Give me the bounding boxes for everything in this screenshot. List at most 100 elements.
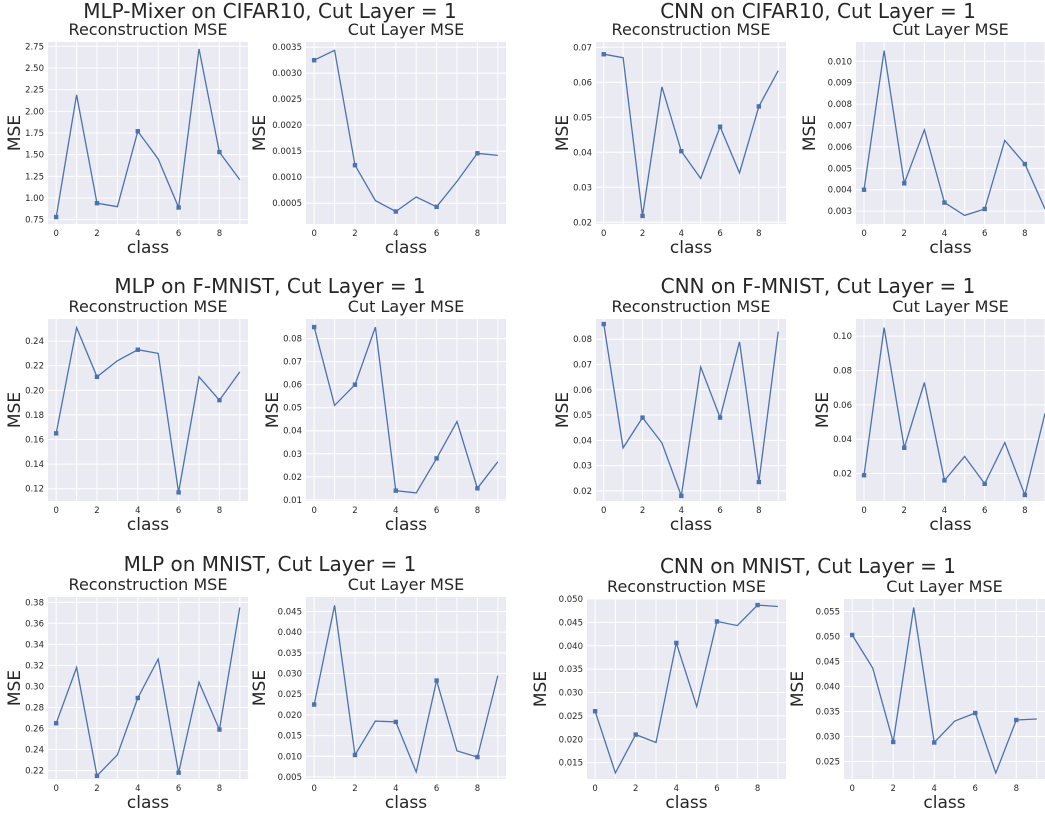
data-point-marker [902, 445, 907, 450]
y-tick-label: 0.18 [25, 411, 44, 421]
x-tick-label: 6 [714, 784, 719, 794]
y-tick-label: 0.007 [828, 122, 852, 132]
y-axis-label: MSE [800, 115, 820, 151]
chart-panel: 0.025 0.030 0.035 0.040 0.045 0.050 0.055 0 2 4 6 8… [788, 577, 1045, 813]
chart-panel: 0.015 0.020 0.025 0.030 0.035 0.040 0.045 0.050… [531, 577, 786, 813]
x-tick-label: 2 [352, 784, 357, 794]
x-tick-label: 2 [352, 229, 357, 239]
y-tick-label: 0.025 [278, 690, 302, 700]
y-tick-label: 0.03 [573, 462, 592, 472]
plot-background [306, 319, 506, 501]
data-point-marker [135, 695, 140, 701]
y-tick-label: 0.040 [559, 642, 583, 652]
group-title-cnn-fmnist: CNN on F-MNIST, Cut Layer = 1 [661, 274, 976, 298]
x-tick-label: 4 [679, 229, 684, 239]
data-point-marker [434, 678, 439, 683]
x-tick-label: 4 [135, 784, 140, 794]
y-tick-label: 0.38 [25, 598, 44, 608]
y-tick-label: 0.22 [25, 767, 44, 777]
chart-panel: 0.75 1.00 1.25 1.50 1.75 2.00 2.25 2.50 2.75 0 2 4 6… [5, 20, 248, 258]
x-tick-label: 8 [1014, 784, 1019, 794]
x-tick-label: 8 [756, 506, 761, 516]
x-tick-label: 0 [601, 229, 606, 239]
y-tick-label: 0.040 [816, 683, 840, 693]
y-tick-label: 1.25 [25, 172, 44, 182]
y-tick-label: 0.010 [828, 57, 852, 67]
data-point-marker [352, 752, 358, 758]
x-tick-label: 2 [902, 506, 907, 516]
y-tick-label: 2.25 [25, 86, 44, 96]
panel-title: Cut Layer MSE [348, 575, 464, 594]
panel-title: Cut Layer MSE [886, 577, 1002, 596]
plot-background [587, 599, 786, 779]
series-line [863, 50, 1045, 217]
y-axis-label: MSE [553, 392, 573, 428]
data-point-marker [53, 214, 59, 220]
x-tick-label: 4 [393, 784, 398, 794]
y-tick-label: 0.0035 [272, 43, 302, 53]
y-tick-label: 0.008 [828, 100, 852, 110]
data-point-marker [475, 151, 480, 156]
data-point-marker [176, 205, 181, 210]
x-tick-label: 0 [53, 784, 58, 794]
y-tick-label: 2.75 [25, 42, 44, 52]
x-tick-label: 6 [176, 784, 181, 794]
data-point-marker [135, 347, 140, 352]
y-axis-label: MSE [813, 392, 833, 428]
y-tick-label: 0.030 [559, 689, 583, 699]
y-tick-label: 0.05 [573, 411, 592, 421]
data-point-marker [902, 181, 907, 186]
y-tick-label: 2.00 [25, 107, 44, 117]
data-point-marker [94, 201, 100, 206]
x-tick-label: 8 [217, 784, 222, 794]
x-tick-label: 0 [601, 506, 606, 516]
x-tick-label: 4 [135, 229, 140, 239]
y-tick-label: 0.040 [278, 628, 302, 638]
x-tick-label: 6 [434, 506, 439, 516]
x-tick-label: 6 [434, 229, 439, 239]
data-point-marker [633, 732, 638, 737]
y-tick-label: 0.22 [25, 362, 44, 372]
data-point-marker [475, 486, 480, 491]
y-axis-label: MSE [250, 670, 270, 706]
x-tick-label: 2 [633, 784, 638, 794]
series-line [313, 49, 498, 213]
data-point-marker [94, 773, 100, 779]
x-tick-label: 8 [475, 784, 480, 794]
chart-panel: 0.02 0.03 0.04 0.05 0.06 0.07 0 2 4 6 8 Reconstruct… [553, 20, 786, 258]
y-tick-label: 0.005 [828, 164, 852, 174]
x-axis-label: class [385, 515, 427, 535]
y-tick-label: 0.02 [573, 218, 592, 228]
x-tick-label: 8 [755, 784, 760, 794]
y-tick-label: 0.015 [278, 732, 302, 742]
series-line [851, 607, 1037, 775]
chart-panel: 0.0005 0.0010 0.0015 0.0020 0.0025 0.0030 0.00… [250, 20, 506, 258]
panel-title: Reconstruction MSE [612, 297, 771, 316]
y-tick-label: 0.01 [283, 496, 302, 506]
x-tick-label: 2 [902, 229, 907, 239]
x-axis-label: class [385, 793, 427, 813]
x-tick-label: 2 [640, 506, 645, 516]
y-tick-label: 0.035 [278, 649, 302, 659]
series-line [313, 605, 499, 775]
y-tick-label: 0.06 [283, 381, 302, 391]
y-tick-label: 0.025 [816, 758, 840, 768]
data-point-marker [850, 632, 855, 638]
y-tick-label: 0.04 [833, 435, 852, 445]
x-tick-label: 6 [176, 229, 181, 239]
panel-title: Cut Layer MSE [892, 297, 1008, 316]
data-point-marker [601, 321, 606, 327]
plot-background [48, 319, 248, 501]
plot-background [596, 319, 786, 501]
y-tick-label: 0.04 [573, 148, 592, 158]
panel-title: Cut Layer MSE [892, 20, 1008, 39]
x-tick-label: 2 [352, 506, 357, 516]
y-axis-label: MSE [5, 115, 25, 151]
y-tick-label: 0.06 [573, 386, 592, 396]
y-tick-label: 0.24 [25, 337, 44, 347]
y-tick-label: 0.28 [25, 703, 44, 713]
data-point-marker [982, 206, 987, 212]
y-tick-label: 0.36 [25, 619, 44, 629]
y-tick-label: 0.02 [573, 487, 592, 497]
y-tick-label: 0.07 [573, 361, 592, 371]
